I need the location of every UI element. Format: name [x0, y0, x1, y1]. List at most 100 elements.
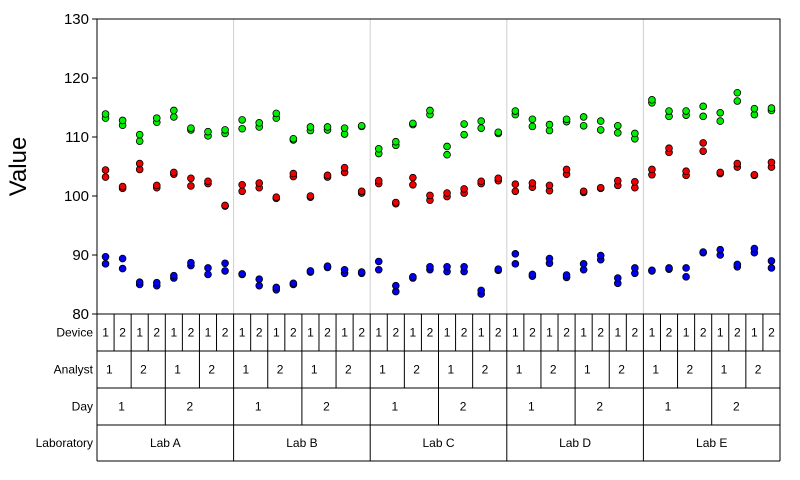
analyst-cell: 2 [755, 363, 762, 377]
y-axis: 80 90 100 110 120 130 [64, 11, 97, 323]
data-point-high [443, 150, 451, 159]
data-point-mid [733, 159, 742, 168]
data-point-high [613, 121, 622, 130]
data-point-high [494, 128, 503, 137]
data-point-high [579, 121, 588, 130]
data-point-low [357, 268, 366, 276]
analyst-cell: 1 [447, 363, 454, 377]
data-point-low [648, 266, 656, 275]
data-point-high [631, 129, 639, 138]
device-cell: 2 [632, 326, 639, 340]
y-tick-label: 90 [72, 247, 89, 264]
data-point-low [665, 264, 673, 272]
data-point-high [426, 106, 434, 115]
data-point-mid [648, 165, 656, 174]
data-point-low [750, 244, 759, 253]
analyst-cell: 2 [345, 363, 352, 377]
data-point-high [221, 126, 229, 134]
device-cell: 1 [341, 326, 348, 340]
data-point-mid [118, 182, 127, 191]
data-point-mid [392, 198, 400, 207]
device-cell: 2 [222, 326, 229, 340]
analyst-cell: 2 [550, 363, 557, 377]
data-point-high [596, 126, 605, 134]
data-point-low [374, 265, 383, 274]
data-point-high [152, 114, 161, 122]
day-cell: 2 [733, 400, 740, 414]
data-point-low [289, 279, 298, 288]
analyst-cell: 2 [618, 363, 625, 377]
device-cell: 1 [273, 326, 280, 340]
data-point-high [613, 129, 622, 137]
data-point-high [306, 123, 315, 131]
laboratory-cell: Lab A [150, 436, 181, 450]
data-point-low [460, 262, 468, 271]
analyst-cell: 2 [413, 363, 420, 377]
data-point-low [511, 250, 520, 258]
device-cell: 2 [188, 326, 195, 340]
analyst-cell: 1 [174, 363, 181, 377]
data-point-mid [340, 163, 349, 172]
device-cell: 2 [153, 326, 160, 340]
data-point-high [187, 124, 195, 132]
data-point-low [221, 267, 229, 275]
day-cell: 2 [596, 400, 603, 414]
laboratory-cell: Lab C [422, 436, 454, 450]
data-point-mid [767, 158, 776, 167]
data-point-mid [631, 178, 639, 186]
data-point-low [682, 273, 690, 281]
data-point-mid [494, 174, 503, 183]
data-point-low [409, 273, 417, 281]
data-point-low [631, 264, 639, 272]
data-point-mid [613, 176, 622, 185]
data-point-mid [545, 181, 554, 190]
data-point-high [409, 119, 417, 128]
data-point-high [477, 117, 485, 125]
data-point-high [750, 104, 759, 113]
frame-layer [96, 18, 781, 315]
data-point-mid [357, 187, 366, 196]
device-cell: 1 [683, 326, 690, 340]
y-tick-label: 100 [64, 188, 89, 205]
day-cell: 1 [665, 400, 672, 414]
analyst-cell: 1 [516, 363, 523, 377]
data-point-mid [323, 171, 332, 180]
factor-row-label: Device [56, 326, 93, 340]
data-point-high [699, 102, 707, 111]
day-cell: 1 [391, 400, 398, 414]
analyst-cell: 2 [208, 363, 215, 377]
factor-row-label: Day [72, 400, 93, 414]
data-point-mid [255, 179, 264, 187]
data-point-low [392, 281, 400, 290]
data-point-high [716, 109, 725, 117]
device-cell: 1 [751, 326, 758, 340]
data-point-high [135, 130, 144, 139]
data-point-low [238, 270, 246, 278]
device-cell: 2 [529, 326, 536, 340]
data-point-mid [306, 192, 315, 200]
analyst-cell: 1 [311, 363, 318, 377]
data-point-low [767, 264, 776, 272]
device-cell: 2 [700, 326, 707, 340]
data-point-high [289, 134, 298, 143]
device-cell: 2 [392, 326, 399, 340]
device-cell: 1 [102, 326, 109, 340]
data-point-mid [272, 193, 281, 201]
data-point-mid [460, 185, 468, 193]
data-point-mid [152, 181, 161, 190]
data-point-mid [289, 169, 298, 178]
device-cell: 1 [444, 326, 451, 340]
y-tick-label: 80 [72, 306, 89, 323]
device-cell: 1 [410, 326, 417, 340]
data-point-low [340, 265, 349, 274]
data-point-low [323, 262, 332, 271]
data-point-high [443, 142, 451, 151]
data-point-mid [426, 191, 434, 200]
day-cell: 2 [460, 400, 467, 414]
data-point-mid [135, 159, 144, 168]
laboratory-cell: Lab E [696, 436, 727, 450]
data-point-low [170, 271, 178, 280]
device-cell: 2 [666, 326, 673, 340]
